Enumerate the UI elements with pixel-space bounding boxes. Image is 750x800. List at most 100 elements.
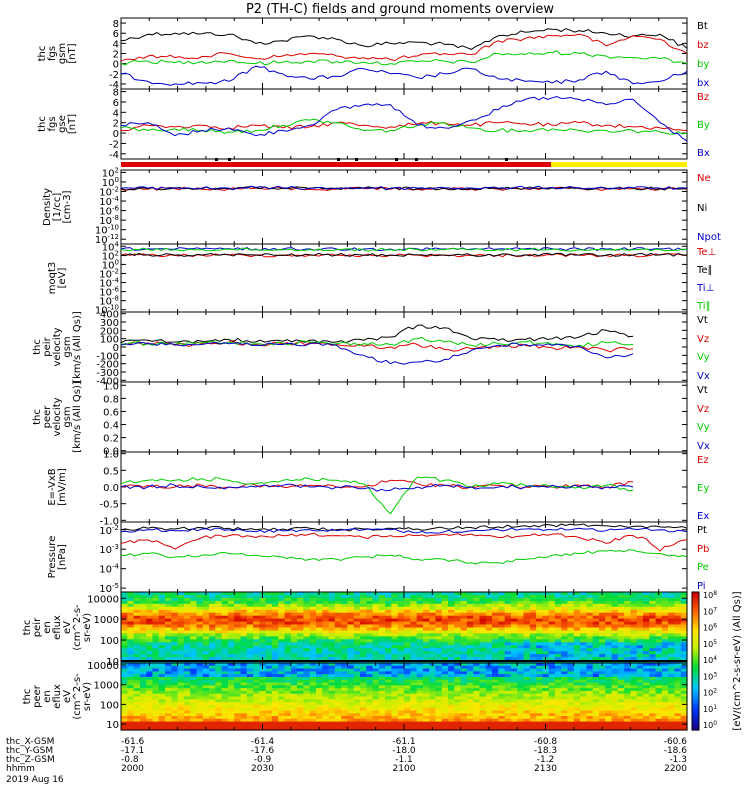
spectrogram-cell: [385, 597, 392, 602]
spectrogram-cell: [177, 595, 185, 599]
spectrogram-cell: [529, 615, 537, 620]
spectrogram-cell: [592, 618, 600, 623]
spectrogram-cell: [592, 592, 600, 596]
spectrogram-cell: [573, 618, 581, 623]
spectrogram-cell: [221, 595, 229, 599]
spectrogram-cell: [517, 603, 525, 608]
spectrogram-cell: [454, 621, 462, 626]
spectrogram-cell: [309, 609, 317, 614]
spectrogram-cell: [422, 600, 430, 605]
spectrogram-cell: [674, 615, 682, 620]
spectrogram-cell: [133, 612, 141, 617]
spectrogram-cell: [630, 609, 638, 614]
spectrogram-cell: [510, 621, 518, 626]
spectrogram-cell: [492, 618, 499, 623]
spectrogram-cell: [177, 624, 185, 629]
y-tick-label: -4: [109, 150, 119, 161]
spectrogram-cell: [460, 597, 468, 602]
spectrogram-cell: [441, 624, 449, 629]
spectrogram-cell: [448, 592, 455, 596]
legend-black: Vt: [697, 315, 708, 326]
legend-black: Ni: [697, 203, 707, 214]
spectrogram-cell: [668, 592, 675, 596]
spectrogram-cell: [152, 615, 160, 620]
spectrogram-cell: [158, 597, 166, 602]
spectrogram-cell: [573, 609, 581, 614]
spectrogram-cell: [567, 618, 575, 623]
spectrogram-cell: [139, 595, 147, 599]
spectrogram-cell: [146, 612, 154, 617]
spectrogram-cell: [504, 603, 512, 608]
spectrogram-cell: [460, 612, 468, 617]
spectrogram-cell: [290, 621, 298, 626]
spectrogram-cell: [523, 621, 531, 626]
spectrogram-cell: [139, 615, 147, 620]
spectrogram-cell: [624, 592, 631, 596]
spectrogram-cell: [523, 603, 531, 608]
spectrogram-cell: [661, 621, 669, 626]
spectrogram-cell: [253, 624, 260, 629]
spectrogram-cell: [121, 600, 128, 605]
y-tick-label: 10-2: [99, 524, 119, 537]
spectrogram-cell: [278, 600, 286, 605]
spectrogram-cell: [341, 606, 348, 611]
spectrogram-cell: [353, 606, 361, 611]
spectrogram-cell: [630, 606, 638, 611]
spectrogram-cell: [542, 621, 550, 626]
spectrogram-cell: [297, 595, 304, 599]
spectrogram-cell: [121, 621, 128, 626]
spectrogram-cell: [353, 603, 361, 608]
spectrogram-cell: [485, 621, 493, 626]
spectrogram-cell: [360, 595, 367, 599]
spectrogram-cell: [668, 615, 675, 620]
spectrogram-cell: [429, 621, 437, 626]
spectrogram-cell: [548, 603, 556, 608]
spectrogram-cell: [599, 600, 606, 605]
spectrogram-cell: [586, 592, 594, 596]
spectrogram-cell: [649, 612, 657, 617]
spectrogram-cell: [360, 624, 367, 629]
spectrogram-cell: [391, 612, 399, 617]
spectrogram-cell: [498, 595, 506, 599]
spectrogram-cell: [536, 615, 543, 620]
spectrogram-cell: [643, 600, 650, 605]
spectrogram-cell: [190, 597, 198, 602]
spectrogram-cell: [422, 606, 430, 611]
spectrogram-cell: [680, 609, 688, 614]
spectrogram-cell: [353, 592, 361, 596]
y-tick-label: 1.0: [103, 450, 119, 461]
spectrogram-cell: [240, 603, 248, 608]
spectrogram-cell: [353, 618, 361, 623]
spectrogram-cell: [146, 609, 154, 614]
spectrogram-cell: [347, 603, 355, 608]
spectrogram-cell: [617, 621, 625, 626]
spectrogram-cell: [523, 615, 531, 620]
spectrogram-cell: [259, 615, 267, 620]
spectrogram-cell: [227, 621, 235, 626]
spectrogram-cell: [385, 612, 392, 617]
spectrogram-cell: [586, 609, 594, 614]
spectrogram-cell: [649, 609, 657, 614]
spectrogram-cell: [227, 603, 235, 608]
spectrogram-cell: [347, 600, 355, 605]
spectrogram-cell: [121, 595, 128, 599]
spectrogram-cell: [196, 612, 204, 617]
spectrogram-cell: [378, 606, 386, 611]
spectrogram-cell: [561, 609, 569, 614]
spectrogram-cell: [649, 600, 657, 605]
spectrogram-cell: [674, 618, 682, 623]
spectrogram-cell: [605, 609, 613, 614]
spectrogram-cell: [165, 597, 172, 602]
spectrogram-cell: [152, 609, 160, 614]
spectrogram-cell: [265, 615, 273, 620]
spectrogram-cell: [492, 615, 499, 620]
spectrogram-cell: [234, 600, 242, 605]
spectrogram-cell: [297, 612, 304, 617]
spectrogram-cell: [643, 618, 650, 623]
spectrogram-cell: [454, 615, 462, 620]
spectrogram-cell: [215, 606, 223, 611]
spectrogram-cell: [360, 618, 367, 623]
spectrogram-cell: [510, 603, 518, 608]
spectrogram-cell: [177, 618, 185, 623]
spectrogram-cell: [221, 612, 229, 617]
